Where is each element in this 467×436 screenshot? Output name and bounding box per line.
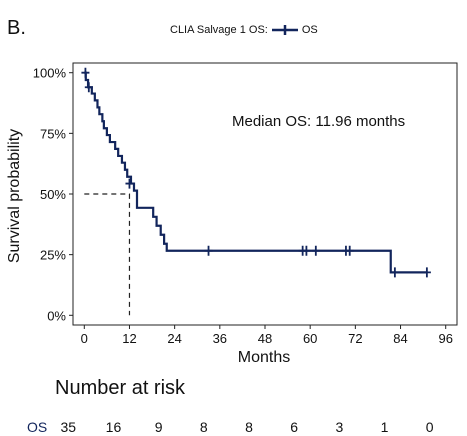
legend-title: CLIA Salvage 1 OS: [170,24,268,36]
risk-count: 35 [61,419,77,435]
censor-mark [345,245,354,256]
x-tick-label: 12 [122,331,136,346]
panel-label: B. [7,17,26,39]
risk-count: 8 [200,419,208,435]
survival-curve [81,67,431,316]
x-tick-label: 60 [303,331,317,346]
y-tick-label: 75% [40,126,66,141]
risk-row-label: OS [27,419,47,435]
censor-mark [81,67,90,78]
risk-count: 0 [426,419,434,435]
risk-table-row: OS 35 16 9 8 8 6 3 1 0 [27,419,434,435]
legend: CLIA Salvage 1 OS: OS [170,24,318,36]
x-tick-label: 24 [167,331,181,346]
censor-mark [125,178,134,189]
y-tick-label: 0% [47,308,66,323]
risk-table-title: Number at risk [55,377,186,399]
censor-mark [311,245,320,256]
x-tick-label: 0 [81,331,88,346]
censor-mark [302,245,311,256]
median-reference-line [84,193,131,316]
censor-mark [204,245,213,256]
series-os-line [84,71,427,274]
x-tick-label: 84 [393,331,407,346]
x-tick-label: 96 [438,331,452,346]
y-tick-label: 25% [40,248,66,263]
y-axis-label: Survival probability [6,129,23,263]
x-tick-label: 72 [348,331,362,346]
risk-count: 9 [155,419,163,435]
x-axis-label: Months [238,349,290,366]
censor-mark [422,267,431,278]
legend-swatch-os [271,25,298,35]
x-tick-label: 48 [258,331,272,346]
legend-entry-os: OS [301,24,318,36]
plot-frame [72,62,458,326]
x-tick-label: 36 [213,331,227,346]
risk-count: 1 [381,419,389,435]
y-tick-label: 50% [40,187,66,202]
median-os-annotation: Median OS: 11.96 months [232,113,405,130]
censor-mark [84,82,93,93]
risk-count: 6 [290,419,298,435]
risk-count: 8 [245,419,253,435]
censor-mark [390,267,399,278]
axes: 0 12 24 36 48 60 72 84 96 0% 25% 50% 75% 100% [33,62,458,346]
y-tick-label: 100% [33,66,67,81]
risk-count: 3 [335,419,343,435]
risk-count: 16 [106,419,122,435]
